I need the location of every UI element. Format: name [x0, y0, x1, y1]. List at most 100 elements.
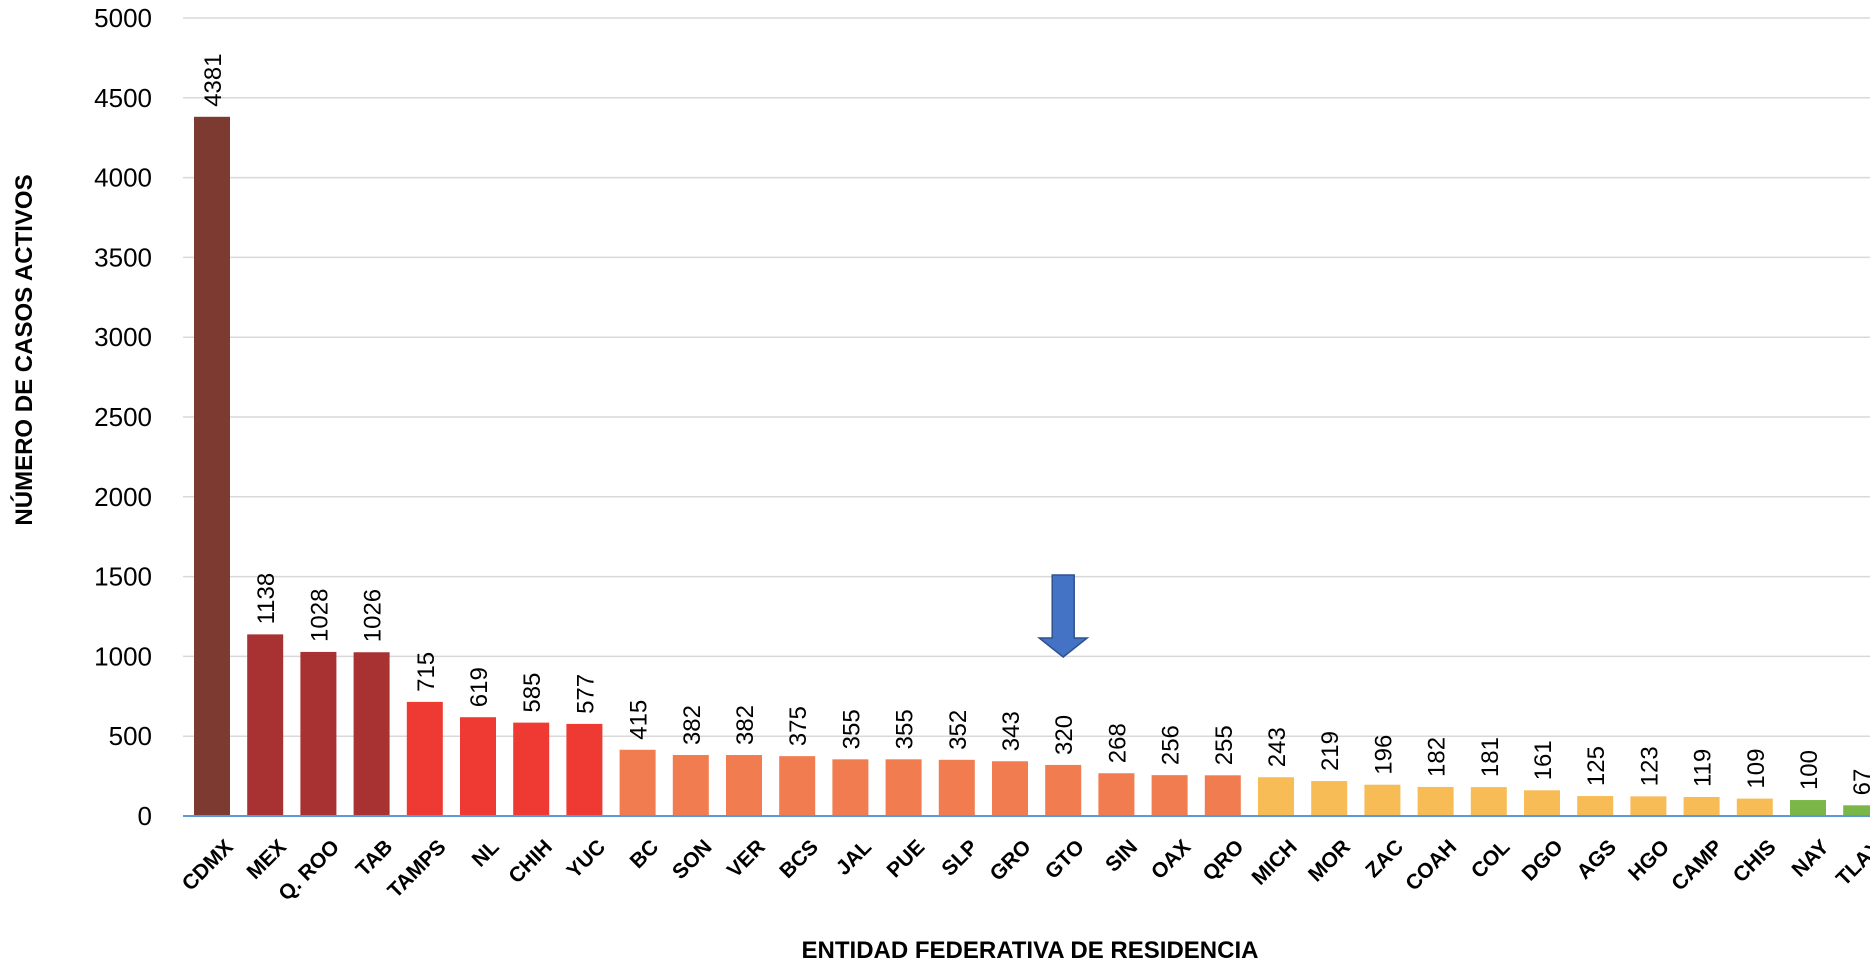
- bar-nl: [460, 717, 496, 816]
- category-label: ZAC: [1361, 835, 1408, 882]
- bar-bc: [619, 749, 656, 816]
- category-label: BC: [626, 835, 664, 873]
- data-label: 256: [1158, 725, 1185, 765]
- category-label: COAH: [1401, 835, 1461, 895]
- bar-mich: [1258, 777, 1294, 816]
- data-label: 67: [1849, 769, 1870, 796]
- data-label: 1026: [360, 589, 387, 642]
- category-label: PUE: [883, 835, 930, 882]
- y-axis-ticks: 0 500 1000 1500 2000 2500 3000 3500 4000 4500 5000: [94, 3, 152, 831]
- x-axis-title: ENTIDAD FEDERATIVA DE RESIDENCIA: [802, 937, 1259, 964]
- bar-pue: [885, 759, 922, 816]
- data-label: 268: [1104, 723, 1131, 763]
- bar-nay: [1790, 800, 1826, 816]
- data-label: 181: [1477, 737, 1504, 777]
- data-label: 375: [785, 706, 812, 746]
- category-label: SIN: [1101, 835, 1142, 876]
- y-tick-label: 3000: [94, 322, 152, 352]
- category-label: TLAX: [1832, 835, 1870, 890]
- bar-slp: [938, 759, 975, 816]
- category-label: HGO: [1624, 835, 1674, 885]
- bar-ags: [1577, 796, 1614, 816]
- category-label: CHIS: [1729, 835, 1781, 887]
- data-label: 196: [1370, 735, 1397, 775]
- y-tick-label: 4000: [94, 163, 152, 193]
- bar-mor: [1311, 781, 1348, 816]
- category-label: MEX: [242, 835, 290, 883]
- annotation-arrow: [1037, 574, 1090, 658]
- bar-yuc: [566, 723, 603, 816]
- down-arrow-icon: [1037, 574, 1090, 658]
- data-label: 161: [1530, 740, 1557, 780]
- data-label: 123: [1636, 746, 1663, 786]
- y-tick-label: 1000: [94, 641, 152, 671]
- category-label: YUC: [563, 835, 611, 883]
- data-label: 382: [679, 705, 706, 745]
- data-label: 343: [998, 711, 1025, 751]
- category-label: NAY: [1787, 835, 1833, 881]
- data-label: 352: [945, 710, 972, 750]
- data-label: 355: [838, 709, 865, 749]
- category-label: GRO: [986, 835, 1036, 885]
- bar-mex: [247, 634, 284, 816]
- data-label: 577: [572, 674, 599, 714]
- bar-camp: [1683, 797, 1720, 816]
- category-label: SLP: [937, 835, 982, 880]
- bar-sin: [1098, 773, 1135, 816]
- bar-gto: [1045, 764, 1082, 816]
- bar-dgo: [1524, 790, 1560, 816]
- bar-q-roo: [300, 651, 337, 816]
- gridlines: [183, 17, 1870, 737]
- category-label: CHIH: [504, 835, 557, 888]
- data-label: 4381: [200, 53, 227, 106]
- bar-col: [1470, 787, 1507, 816]
- y-tick-label: 5000: [94, 3, 152, 33]
- category-label: JAL: [832, 835, 876, 879]
- data-labels: 4381 1138 1028 1026 715 619 585 577 415 382 382 375…: [200, 53, 1870, 795]
- bar-tlax: [1843, 805, 1870, 816]
- bar-chih: [513, 722, 550, 816]
- category-label: NL: [468, 835, 504, 871]
- data-label: 125: [1583, 746, 1610, 786]
- data-label: 182: [1424, 737, 1451, 777]
- bar-tab: [353, 652, 390, 816]
- category-label: AGS: [1572, 835, 1620, 883]
- data-label: 243: [1264, 727, 1291, 767]
- category-label: VER: [723, 835, 770, 882]
- data-label: 109: [1743, 749, 1770, 789]
- data-label: 255: [1211, 725, 1238, 765]
- category-label: DGO: [1518, 835, 1568, 885]
- bar-qro: [1204, 775, 1241, 816]
- bar-gro: [992, 761, 1028, 816]
- bar-ver: [726, 755, 762, 816]
- category-label: QRO: [1198, 835, 1248, 885]
- bar-zac: [1364, 784, 1401, 816]
- data-label: 320: [1051, 715, 1078, 755]
- y-tick-label: 2500: [94, 402, 152, 432]
- category-label: SON: [668, 835, 716, 883]
- data-label: 382: [732, 705, 759, 745]
- bar-hgo: [1630, 796, 1667, 816]
- data-label: 1028: [306, 589, 333, 642]
- y-tick-label: 3500: [94, 242, 152, 272]
- data-label: 585: [519, 673, 546, 713]
- bar-tamps: [406, 701, 443, 816]
- bar-chis: [1736, 798, 1773, 816]
- category-label: CAMP: [1667, 835, 1727, 895]
- bar-cdmx: [194, 116, 230, 816]
- bar-bcs: [779, 756, 816, 816]
- data-label: 619: [466, 667, 493, 707]
- bar-coah: [1417, 786, 1454, 816]
- category-label: MOR: [1304, 835, 1355, 886]
- y-axis-title: NÚMERO DE CASOS ACTIVOS: [10, 174, 38, 525]
- data-label: 219: [1317, 731, 1344, 771]
- bars: [194, 116, 1870, 816]
- category-label: MICH: [1248, 835, 1302, 889]
- y-tick-label: 2000: [94, 482, 152, 512]
- y-tick-label: 4500: [94, 83, 152, 113]
- y-tick-label: 0: [138, 801, 152, 831]
- category-label: CDMX: [178, 835, 238, 895]
- bar-jal: [832, 759, 869, 816]
